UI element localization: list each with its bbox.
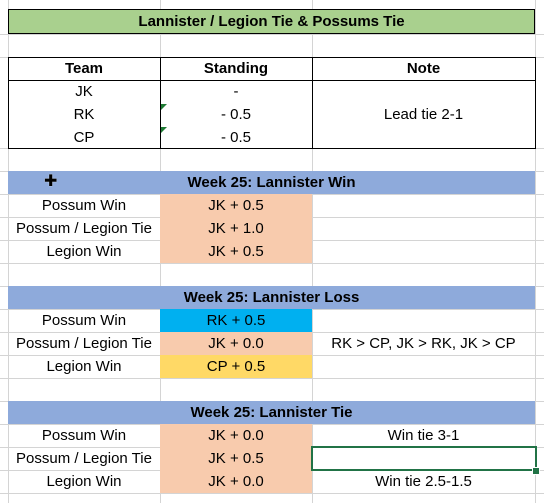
result-cell[interactable]: JK + 0.0	[160, 470, 312, 493]
scenario-cell[interactable]: Possum / Legion Tie	[16, 220, 152, 237]
result-cell[interactable]: RK + 0.5	[160, 309, 312, 332]
scenario-cell[interactable]: Legion Win	[46, 243, 122, 260]
section-heading[interactable]: Week 25: Lannister Loss	[8, 286, 535, 309]
header-team[interactable]: Team	[64, 60, 104, 77]
note-cell[interactable]: Win tie 2.5-1.5	[375, 473, 472, 490]
standing-cell[interactable]: - 0.5	[220, 106, 251, 123]
result-cell[interactable]: CP + 0.5	[160, 355, 312, 378]
scenario-cell[interactable]: Possum Win	[41, 197, 127, 214]
scenario-cell[interactable]: Legion Win	[46, 358, 122, 375]
standing-cell[interactable]: -	[233, 83, 239, 100]
team-cell[interactable]: RK	[73, 106, 95, 123]
scenario-cell[interactable]: Legion Win	[46, 473, 122, 490]
note-cell[interactable]: RK > CP, JK > RK, JK > CP	[331, 335, 516, 352]
header-standing[interactable]: Standing	[203, 60, 269, 77]
result-cell[interactable]: JK + 0.5	[160, 194, 312, 217]
team-cell[interactable]: CP	[73, 129, 95, 146]
comment-indicator-icon	[161, 127, 167, 133]
result-cell[interactable]: JK + 0.0	[160, 424, 312, 447]
scenario-cell[interactable]: Possum / Legion Tie	[16, 450, 152, 467]
section-heading[interactable]: Week 25: Lannister Tie	[8, 401, 535, 424]
active-cell-selection[interactable]	[311, 446, 537, 471]
scenario-cell[interactable]: Possum / Legion Tie	[16, 335, 152, 352]
header-note[interactable]: Note	[406, 60, 441, 77]
scenario-cell[interactable]: Possum Win	[41, 427, 127, 444]
result-cell[interactable]: JK + 0.5	[160, 240, 312, 263]
note-cell-merged[interactable]: Lead tie 2-1	[383, 106, 464, 123]
scenario-cell[interactable]: Possum Win	[41, 312, 127, 329]
standing-cell[interactable]: - 0.5	[220, 129, 251, 146]
cell-select-cross-icon: ✚	[44, 173, 58, 190]
result-cell[interactable]: JK + 1.0	[160, 217, 312, 240]
sheet-title[interactable]: Lannister / Legion Tie & Possums Tie	[8, 9, 535, 34]
team-cell[interactable]: JK	[75, 83, 93, 100]
comment-indicator-icon	[161, 104, 167, 110]
fill-handle[interactable]	[532, 467, 540, 475]
result-cell[interactable]: JK + 0.5	[160, 447, 312, 470]
result-cell[interactable]: JK + 0.0	[160, 332, 312, 355]
section-heading[interactable]: Week 25: Lannister Win	[8, 171, 535, 194]
note-cell[interactable]: Win tie 3-1	[387, 427, 460, 444]
